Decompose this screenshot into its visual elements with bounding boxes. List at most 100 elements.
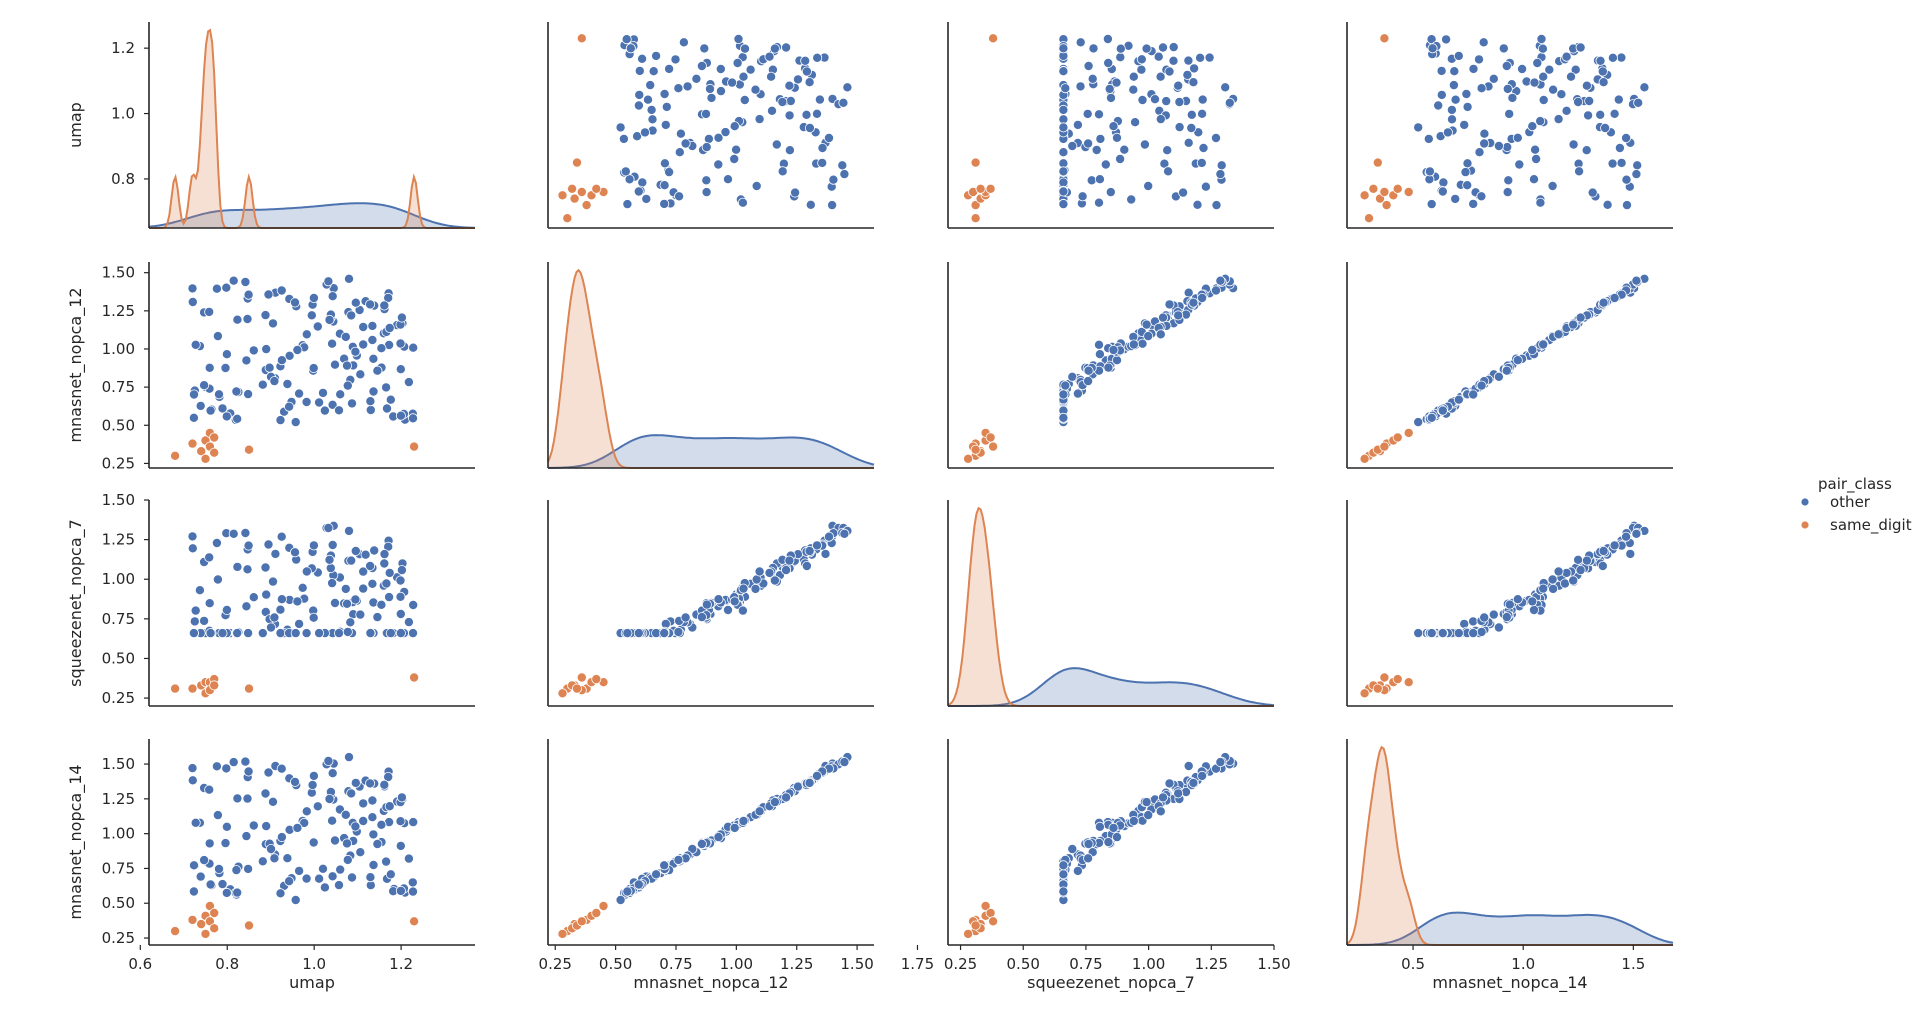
point-other — [343, 752, 354, 763]
point-same-digit — [572, 157, 583, 168]
point-other — [1083, 853, 1094, 864]
point-same-digit — [591, 674, 602, 685]
point-other — [1602, 199, 1613, 210]
point-other — [706, 92, 717, 103]
point-other — [1197, 292, 1208, 303]
point-other — [381, 382, 392, 393]
x-tick-label: 0.25 — [539, 955, 572, 973]
y-tick-label: 0.75 — [102, 610, 135, 628]
point-other — [1459, 119, 1470, 130]
point-other — [1188, 297, 1199, 308]
point-other — [764, 567, 775, 578]
point-other — [1616, 157, 1627, 168]
point-other — [1453, 628, 1464, 639]
panel-mnasnet_nopca_12-vs-mnasnet_nopca_12 — [547, 262, 875, 469]
legend-marker-same_digit — [1800, 520, 1810, 530]
y-tick-label: 0.25 — [102, 689, 135, 707]
point-other — [294, 618, 305, 629]
point-other — [1105, 187, 1116, 198]
point-other — [290, 628, 301, 639]
point-other — [267, 576, 278, 587]
point-other — [342, 854, 353, 865]
point-other — [1164, 66, 1175, 77]
point-other — [263, 539, 274, 550]
x-tick-label: 1.2 — [389, 955, 413, 973]
point-other — [738, 583, 749, 594]
point-other — [1532, 58, 1543, 69]
point-other — [1111, 77, 1122, 88]
point-other — [241, 601, 252, 612]
point-other — [673, 854, 684, 865]
point-same-digit — [209, 908, 220, 919]
point-other — [1447, 114, 1458, 125]
point-other — [240, 756, 251, 767]
point-other — [1143, 810, 1154, 821]
point-other — [204, 598, 215, 609]
point-other — [1413, 417, 1424, 428]
point-other — [195, 400, 206, 411]
point-other — [276, 531, 287, 542]
point-other — [817, 157, 828, 168]
point-other — [745, 64, 756, 75]
point-other — [632, 131, 643, 142]
point-other — [1468, 63, 1479, 74]
point-other — [705, 83, 716, 94]
point-other — [764, 51, 775, 62]
point-other — [265, 844, 276, 855]
point-same-digit — [409, 672, 420, 683]
point-other — [1072, 865, 1083, 876]
point-other — [187, 775, 198, 786]
point-other — [299, 817, 310, 828]
point-other — [1115, 52, 1126, 63]
point-other — [211, 538, 222, 549]
point-other — [346, 310, 357, 321]
point-other — [325, 563, 336, 574]
point-other — [1616, 52, 1627, 63]
point-other — [1075, 81, 1086, 92]
point-other — [204, 784, 215, 795]
point-other — [1621, 531, 1632, 542]
point-other — [323, 756, 334, 767]
point-other — [738, 816, 749, 827]
point-other — [1614, 142, 1625, 153]
point-other — [289, 547, 300, 558]
point-other — [1595, 55, 1606, 66]
point-other — [1128, 339, 1139, 350]
point-same-digit — [963, 928, 974, 939]
point-other — [345, 617, 356, 628]
point-other — [713, 594, 724, 605]
point-other — [1493, 622, 1504, 633]
point-same-digit — [1379, 441, 1390, 452]
point-other — [217, 879, 228, 890]
point-other — [1413, 628, 1424, 639]
point-other — [1058, 66, 1069, 77]
point-other — [395, 364, 406, 375]
point-other — [408, 342, 419, 353]
point-same-digit — [1359, 190, 1370, 201]
point-other — [365, 778, 376, 789]
x-axis-label: squeezenet_nopca_7 — [1027, 973, 1195, 993]
point-other — [814, 94, 825, 105]
point-other — [1198, 142, 1209, 153]
point-other — [1529, 77, 1540, 88]
point-other — [284, 401, 295, 412]
point-other — [365, 396, 376, 407]
point-other — [1168, 55, 1179, 66]
point-other — [275, 415, 286, 426]
x-tick-label: 1.0 — [302, 955, 326, 973]
point-other — [1220, 82, 1231, 93]
point-same-digit — [409, 441, 420, 452]
point-other — [265, 622, 276, 633]
point-other — [261, 821, 272, 832]
point-other — [1094, 174, 1105, 185]
point-other — [260, 788, 271, 799]
point-same-digit — [1359, 453, 1370, 464]
point-other — [805, 199, 816, 210]
point-other — [403, 377, 414, 388]
x-tick-label: 0.50 — [1007, 955, 1040, 973]
point-other — [189, 616, 200, 627]
point-other — [1448, 80, 1459, 91]
panel-umap-vs-umap: 0.8 1.0 1.2 umap — [66, 22, 476, 229]
point-other — [1224, 97, 1235, 108]
